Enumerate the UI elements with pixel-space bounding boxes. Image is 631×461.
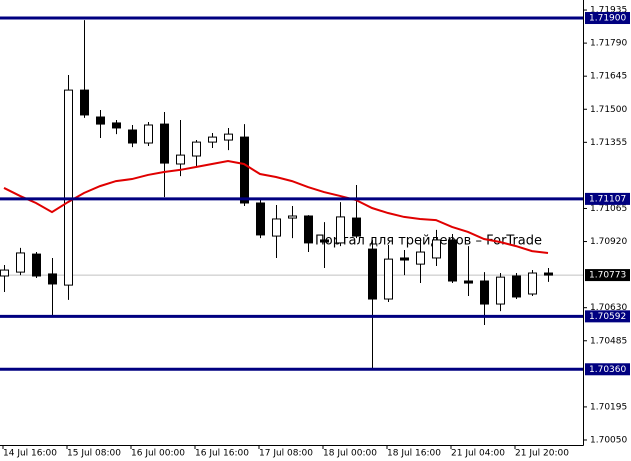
y-tick-label: 1.70485: [590, 336, 627, 346]
candle-body: [96, 116, 105, 125]
candle-body: [240, 136, 249, 204]
candle-body: [32, 253, 41, 277]
y-tick-label: 1.71500: [590, 105, 627, 115]
candle-body: [80, 89, 89, 116]
candle-body: [160, 123, 169, 164]
candle-body: [48, 273, 57, 285]
x-tick-label: 18 Jul 16:00: [387, 449, 441, 459]
level-label: 1.71107: [589, 194, 626, 204]
y-tick-label: 1.71355: [590, 138, 627, 148]
candle-body: [112, 122, 121, 129]
candle-body: [16, 252, 25, 273]
x-tick-label: 21 Jul 04:00: [451, 449, 505, 459]
candle-body: [304, 215, 313, 244]
moving-average: [3, 160, 549, 254]
candle-body: [496, 276, 505, 305]
candle-body: [272, 218, 281, 237]
candle-body: [256, 202, 265, 236]
plot-area: Портал для трейдеров – ForTrade: [0, 20, 583, 370]
candle-body: [528, 272, 537, 295]
candle-body: [208, 136, 217, 143]
last-price-box: [585, 269, 630, 282]
candle-body: [320, 239, 329, 243]
level-label-box: [585, 310, 630, 323]
candle-body: [368, 248, 377, 300]
x-tick-label: 16 Jul 00:00: [131, 449, 185, 459]
x-tick-label: 15 Jul 08:00: [67, 449, 121, 459]
x-tick-label: 16 Jul 16:00: [195, 449, 249, 459]
candle-body: [192, 141, 201, 157]
candle-body: [416, 251, 425, 265]
candle-body: [336, 216, 345, 244]
level-label-box: [585, 363, 630, 376]
candle-body: [400, 257, 409, 261]
candle-body: [64, 89, 73, 286]
candle-body: [480, 280, 489, 305]
watermark: Портал для трейдеров – ForTrade: [315, 234, 542, 249]
candle-body: [288, 215, 297, 219]
candle-body: [512, 275, 521, 298]
candle-body: [384, 258, 393, 300]
level-label-box: [585, 192, 630, 205]
y-tick-label: 1.71645: [590, 72, 627, 82]
y-tick-label: 1.70630: [590, 303, 627, 313]
x-tick-label: 21 Jul 20:00: [515, 449, 569, 459]
level-label: 1.71900: [589, 14, 626, 24]
y-tick-label: 1.71790: [590, 39, 627, 49]
y-tick-label: 1.70920: [590, 237, 627, 247]
level-label-box: [585, 12, 630, 25]
candle-body: [544, 272, 553, 276]
y-tick-label: 1.71065: [590, 204, 627, 214]
x-tick-label: 17 Jul 08:00: [259, 449, 313, 459]
candle-body: [464, 280, 473, 284]
level-label: 1.70360: [589, 365, 626, 375]
x-tick-label: 18 Jul 00:00: [323, 449, 377, 459]
candle-body: [128, 129, 137, 144]
last-price-label: 1.70773: [589, 271, 626, 281]
y-tick-label: 1.70195: [590, 402, 627, 412]
y-tick-label: 1.71935: [590, 6, 627, 16]
candle-body: [176, 154, 185, 165]
x-tick-label: 14 Jul 16:00: [3, 449, 57, 459]
candle-body: [352, 217, 361, 237]
candle-body: [144, 124, 153, 144]
y-tick-label: 1.70050: [590, 435, 627, 445]
level-label: 1.70592: [589, 312, 626, 322]
candle-body: [224, 133, 233, 141]
candle-body: [432, 239, 441, 259]
candle-body: [0, 269, 9, 277]
candle-body: [448, 239, 457, 282]
